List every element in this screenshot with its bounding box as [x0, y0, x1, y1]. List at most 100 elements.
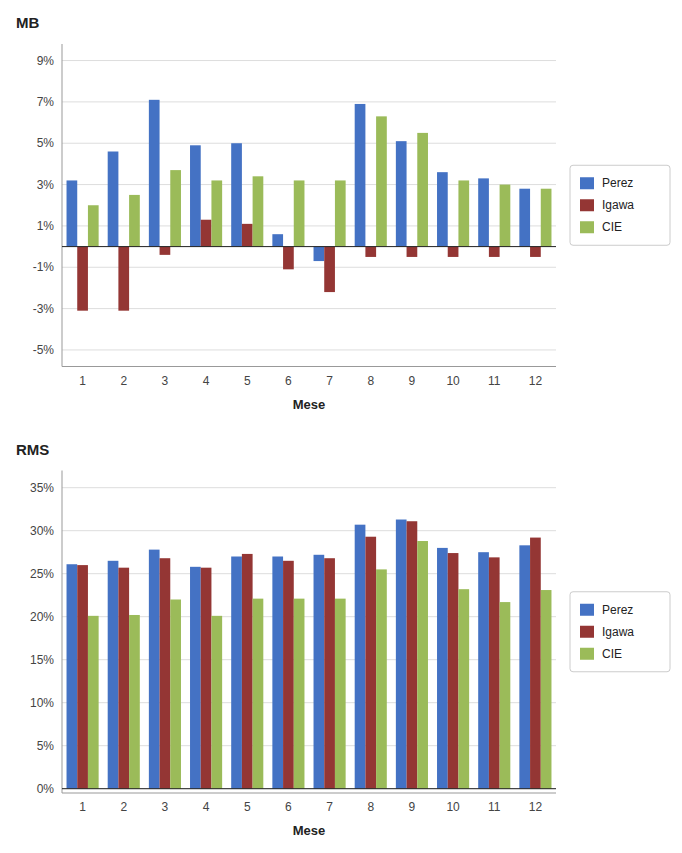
legend-box	[570, 165, 670, 245]
bar	[231, 557, 242, 789]
bar	[324, 558, 335, 788]
legend-swatch	[580, 221, 594, 233]
bar	[396, 141, 407, 246]
y-tick-label: 25%	[30, 567, 54, 581]
y-tick-label: 3%	[37, 178, 55, 192]
y-axis-line	[62, 471, 63, 794]
bar	[376, 569, 387, 788]
bar	[417, 133, 428, 247]
bar	[149, 550, 160, 789]
bar	[541, 590, 552, 789]
bar	[294, 180, 305, 246]
bar	[160, 247, 171, 255]
bar	[170, 170, 181, 246]
bar	[314, 555, 325, 789]
chart-figure: -5%-3%-1%1%3%5%7%9%123456789101112MeseMB…	[0, 0, 682, 853]
bar	[530, 247, 541, 257]
y-axis-label: MB	[16, 14, 39, 31]
zero-line	[62, 788, 556, 789]
y-tick-label: 35%	[30, 481, 54, 495]
x-tick-label: 7	[326, 800, 333, 814]
bar	[201, 568, 212, 789]
x-tick-label: 8	[367, 800, 374, 814]
grid-line	[62, 487, 556, 488]
bar	[283, 247, 294, 270]
x-axis-label: Mese	[293, 397, 326, 412]
grid-line	[62, 143, 556, 144]
grid-line	[62, 530, 556, 531]
y-tick-label: 20%	[30, 610, 54, 624]
bar	[88, 205, 99, 246]
y-tick-label: 7%	[37, 95, 55, 109]
bar	[500, 185, 511, 247]
legend-swatch	[580, 604, 594, 616]
bar	[478, 552, 489, 789]
bar	[314, 247, 325, 261]
bar	[458, 589, 469, 789]
x-tick-label: 6	[285, 374, 292, 388]
legend: PerezIgawaCIE	[570, 165, 670, 245]
bar	[272, 234, 283, 246]
x-tick-label: 1	[79, 374, 86, 388]
legend-label: Perez	[602, 603, 633, 617]
bar	[437, 172, 448, 246]
y-tick-label: -1%	[33, 260, 55, 274]
bars	[67, 100, 552, 311]
legend-swatch	[580, 199, 594, 211]
bar	[118, 247, 129, 311]
legend-swatch	[580, 177, 594, 189]
bar	[67, 180, 78, 246]
y-tick-label: 0%	[37, 782, 55, 796]
x-tick-label: 11	[488, 374, 501, 388]
x-tick-label: 5	[244, 374, 251, 388]
y-tick-label: -5%	[33, 343, 55, 357]
x-tick-label: 9	[409, 800, 416, 814]
bar	[335, 599, 346, 789]
x-tick-label: 10	[446, 374, 460, 388]
bar	[231, 143, 242, 246]
legend: PerezIgawaCIE	[570, 592, 670, 672]
bar	[108, 561, 119, 789]
bar	[489, 557, 500, 788]
bar	[324, 247, 335, 292]
bar	[500, 602, 511, 789]
bar	[211, 180, 222, 246]
bar	[88, 616, 99, 789]
legend-box	[570, 592, 670, 672]
x-tick-label: 3	[162, 800, 169, 814]
bar	[407, 247, 418, 257]
bar	[77, 247, 88, 311]
grid-line	[62, 308, 556, 309]
grid-line	[62, 60, 556, 61]
y-tick-label: -3%	[33, 302, 55, 316]
bar	[118, 568, 129, 789]
bar	[190, 145, 201, 246]
grid-line	[62, 788, 556, 789]
chart-panel: -5%-3%-1%1%3%5%7%9%123456789101112MeseMB…	[16, 14, 670, 412]
legend-label: Perez	[602, 176, 633, 190]
bar	[67, 564, 78, 788]
y-tick-label: 9%	[37, 54, 55, 68]
x-tick-label: 12	[529, 374, 543, 388]
grid-line	[62, 349, 556, 350]
bar	[458, 180, 469, 246]
bar	[253, 599, 264, 789]
bar	[149, 100, 160, 247]
page: {"chart_data": [ {"type": "bar", "ylabel…	[0, 0, 682, 853]
x-tick-label: 3	[162, 374, 169, 388]
bar	[365, 537, 376, 789]
x-tick-label: 9	[409, 374, 416, 388]
bar	[376, 116, 387, 246]
x-axis-line	[62, 366, 556, 367]
bar	[519, 189, 530, 247]
grid-line	[62, 267, 556, 268]
y-tick-label: 1%	[37, 219, 55, 233]
bar	[108, 152, 119, 247]
bar	[541, 189, 552, 247]
bar	[201, 220, 212, 247]
y-axis-line	[62, 44, 63, 367]
bar	[530, 538, 541, 789]
x-tick-label: 5	[244, 800, 251, 814]
bar	[272, 557, 283, 789]
bars	[67, 520, 552, 789]
